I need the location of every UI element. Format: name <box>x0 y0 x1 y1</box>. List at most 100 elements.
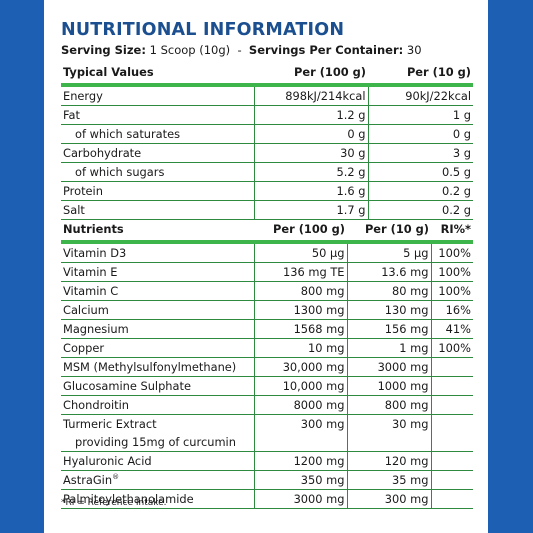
row-per100: 1568 mg <box>253 319 347 339</box>
servings-count-value: 30 <box>406 43 422 57</box>
row-ri: 100% <box>430 262 473 282</box>
servings-count-label: Servings Per Container: <box>248 43 404 57</box>
row-ri <box>430 414 473 433</box>
empty-cell <box>253 433 347 452</box>
row-per100: 898kJ/214kcal <box>253 85 368 106</box>
row-ri <box>430 451 473 471</box>
row-per10: 80 mg <box>346 281 431 301</box>
row-per100: 5.2 g <box>253 162 368 182</box>
row-label: Magnesium <box>61 319 254 339</box>
row-per10: 0 g <box>367 124 473 144</box>
row-label: AstraGin® <box>61 470 254 490</box>
table-row: Palmitoylethanolamide 3000 mg 300 mg <box>61 489 473 509</box>
row-label: Energy <box>61 85 254 106</box>
table-row: Chondroitin 8000 mg 800 mg <box>61 395 473 415</box>
row-per100: 10,000 mg <box>253 376 347 396</box>
row-per10: 800 mg <box>346 395 431 415</box>
row-ri: 41% <box>430 319 473 339</box>
row-per100: 1300 mg <box>253 300 347 320</box>
row-label: MSM (Methylsulfonylmethane) <box>61 357 254 377</box>
row-label: Fat <box>61 105 254 125</box>
row-label: Vitamin C <box>61 281 254 301</box>
row-per10: 0.2 g <box>367 200 473 220</box>
table-row: Vitamin D3 50 µg 5 µg 100% <box>61 242 473 263</box>
row-per10: 1 g <box>367 105 473 125</box>
row-ri <box>430 470 473 490</box>
row-label: Hyaluronic Acid <box>61 451 254 471</box>
typical-header-per100: Per (100 g) <box>254 61 368 87</box>
row-per10: 120 mg <box>346 451 431 471</box>
row-per10: 5 µg <box>346 242 431 263</box>
row-per100: 1.7 g <box>253 200 368 220</box>
table-row: Turmeric Extract 300 mg 30 mg <box>61 414 473 433</box>
table-row: Copper 10 mg 1 mg 100% <box>61 338 473 358</box>
row-label: Salt <box>61 200 254 220</box>
nutrients-table: Nutrients Per (100 g) Per (10 g) RI%* Vi… <box>61 218 473 509</box>
row-label-sub: providing 15mg of curcumin <box>61 433 254 452</box>
row-per100: 8000 mg <box>253 395 347 415</box>
table-row: Calcium 1300 mg 130 mg 16% <box>61 300 473 320</box>
row-per10: 35 mg <box>346 470 431 490</box>
row-ri: 16% <box>430 300 473 320</box>
table-row: Vitamin C 800 mg 80 mg 100% <box>61 281 473 301</box>
row-per100: 800 mg <box>253 281 347 301</box>
row-label: Glucosamine Sulphate <box>61 376 254 396</box>
nutrients-header-per100: Per (100 g) <box>254 218 347 244</box>
row-per10: 0.5 g <box>367 162 473 182</box>
row-per10: 0.2 g <box>367 181 473 201</box>
nutrients-header-label: Nutrients <box>61 218 254 244</box>
row-label: of which sugars <box>61 162 254 182</box>
serving-info: Serving Size: 1 Scoop (10g) - Servings P… <box>61 43 422 57</box>
nutrients-header-per10: Per (10 g) <box>347 218 431 244</box>
serving-size-value: 1 Scoop (10g) <box>149 43 231 57</box>
table-row: AstraGin® 350 mg 35 mg <box>61 470 473 490</box>
row-per100: 1200 mg <box>253 451 347 471</box>
row-label: Chondroitin <box>61 395 254 415</box>
row-ri: 100% <box>430 281 473 301</box>
table-row: MSM (Methylsulfonylmethane) 30,000 mg 3000… <box>61 357 473 377</box>
page-title: NUTRITIONAL INFORMATION <box>61 20 345 40</box>
table-row: Hyaluronic Acid 1200 mg 120 mg <box>61 451 473 471</box>
table-row: Protein 1.6 g 0.2 g <box>61 181 473 201</box>
row-per10: 3 g <box>367 143 473 163</box>
table-row: Vitamin E 136 mg TE 13.6 mg 100% <box>61 262 473 282</box>
nutrition-panel: NUTRITIONAL INFORMATION Serving Size: 1 … <box>44 0 488 533</box>
footnote: *RI = Reference Intake. <box>61 498 167 508</box>
row-per10: 300 mg <box>346 489 431 509</box>
typical-header-row: Typical Values Per (100 g) Per (10 g) <box>61 61 473 87</box>
row-per100: 1.2 g <box>253 105 368 125</box>
table-row-continuation: providing 15mg of curcumin <box>61 433 473 452</box>
serving-size-label: Serving Size: <box>61 43 146 57</box>
row-per100: 1.6 g <box>253 181 368 201</box>
table-row: Magnesium 1568 mg 156 mg 41% <box>61 319 473 339</box>
row-label: Calcium <box>61 300 254 320</box>
empty-cell <box>430 433 473 452</box>
typical-header-label: Typical Values <box>61 61 254 87</box>
row-label: Vitamin D3 <box>61 242 254 263</box>
row-label: Copper <box>61 338 254 358</box>
row-label: Carbohydrate <box>61 143 254 163</box>
row-per10: 130 mg <box>346 300 431 320</box>
row-per100: 136 mg TE <box>253 262 347 282</box>
typical-values-table: Typical Values Per (100 g) Per (10 g) En… <box>61 61 473 220</box>
row-ri: 100% <box>430 242 473 263</box>
row-label: Protein <box>61 181 254 201</box>
row-ri: 100% <box>430 338 473 358</box>
row-per100: 350 mg <box>253 470 347 490</box>
typical-header-per10: Per (10 g) <box>368 61 473 87</box>
row-label: of which saturates <box>61 124 254 144</box>
nutrients-header-ri: RI%* <box>431 218 473 244</box>
row-ri <box>430 489 473 509</box>
row-per10: 1 mg <box>346 338 431 358</box>
row-per10: 30 mg <box>346 414 431 433</box>
row-per100: 30 g <box>253 143 368 163</box>
row-ri <box>430 395 473 415</box>
table-row: Glucosamine Sulphate 10,000 mg 1000 mg <box>61 376 473 396</box>
row-per10: 156 mg <box>346 319 431 339</box>
row-label: Turmeric Extract <box>63 417 157 431</box>
row-per100: 0 g <box>253 124 368 144</box>
row-per10: 13.6 mg <box>346 262 431 282</box>
